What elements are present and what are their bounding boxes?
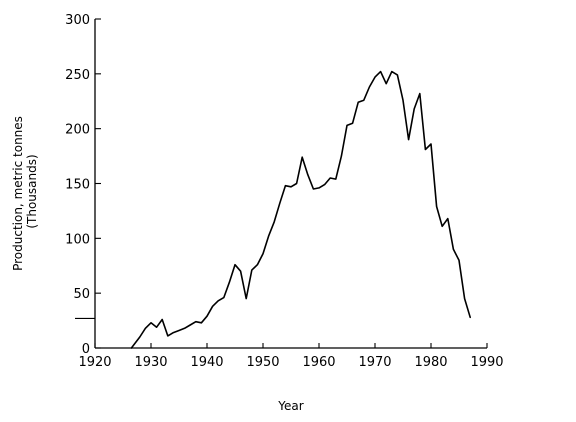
y-tick-label-250: 250 xyxy=(65,68,90,83)
x-axis-ticks: 1920 1930 1940 1950 1960 1970 1980 1990 xyxy=(78,343,504,370)
y-tick-label-50: 50 xyxy=(73,287,90,302)
x-tick-label-1960: 1960 xyxy=(302,355,335,370)
series-group xyxy=(130,70,472,349)
y-tick-label-0: 0 xyxy=(82,342,90,357)
x-tick-label-1990: 1990 xyxy=(470,355,503,370)
axes xyxy=(94,19,487,349)
y-axis-label-line1: Production, metric tonnes xyxy=(11,116,25,271)
x-tick-label-1930: 1930 xyxy=(134,355,167,370)
x-axis-label: Year xyxy=(277,399,303,413)
y-axis-label-line2: (Thousands) xyxy=(25,154,39,228)
x-tick-label-1940: 1940 xyxy=(190,355,223,370)
series-line-0 xyxy=(130,70,472,349)
x-tick-label-1920: 1920 xyxy=(78,355,111,370)
x-tick-label-1950: 1950 xyxy=(246,355,279,370)
y-axis-ticks: 0 50 100 150 200 250 300 xyxy=(65,13,101,357)
x-tick-label-1970: 1970 xyxy=(358,355,391,370)
y-tick-label-150: 150 xyxy=(65,178,90,193)
y-tick-label-300: 300 xyxy=(65,13,90,28)
y-tick-label-200: 200 xyxy=(65,123,90,138)
y-tick-label-100: 100 xyxy=(65,232,90,247)
x-tick-label-1980: 1980 xyxy=(414,355,447,370)
